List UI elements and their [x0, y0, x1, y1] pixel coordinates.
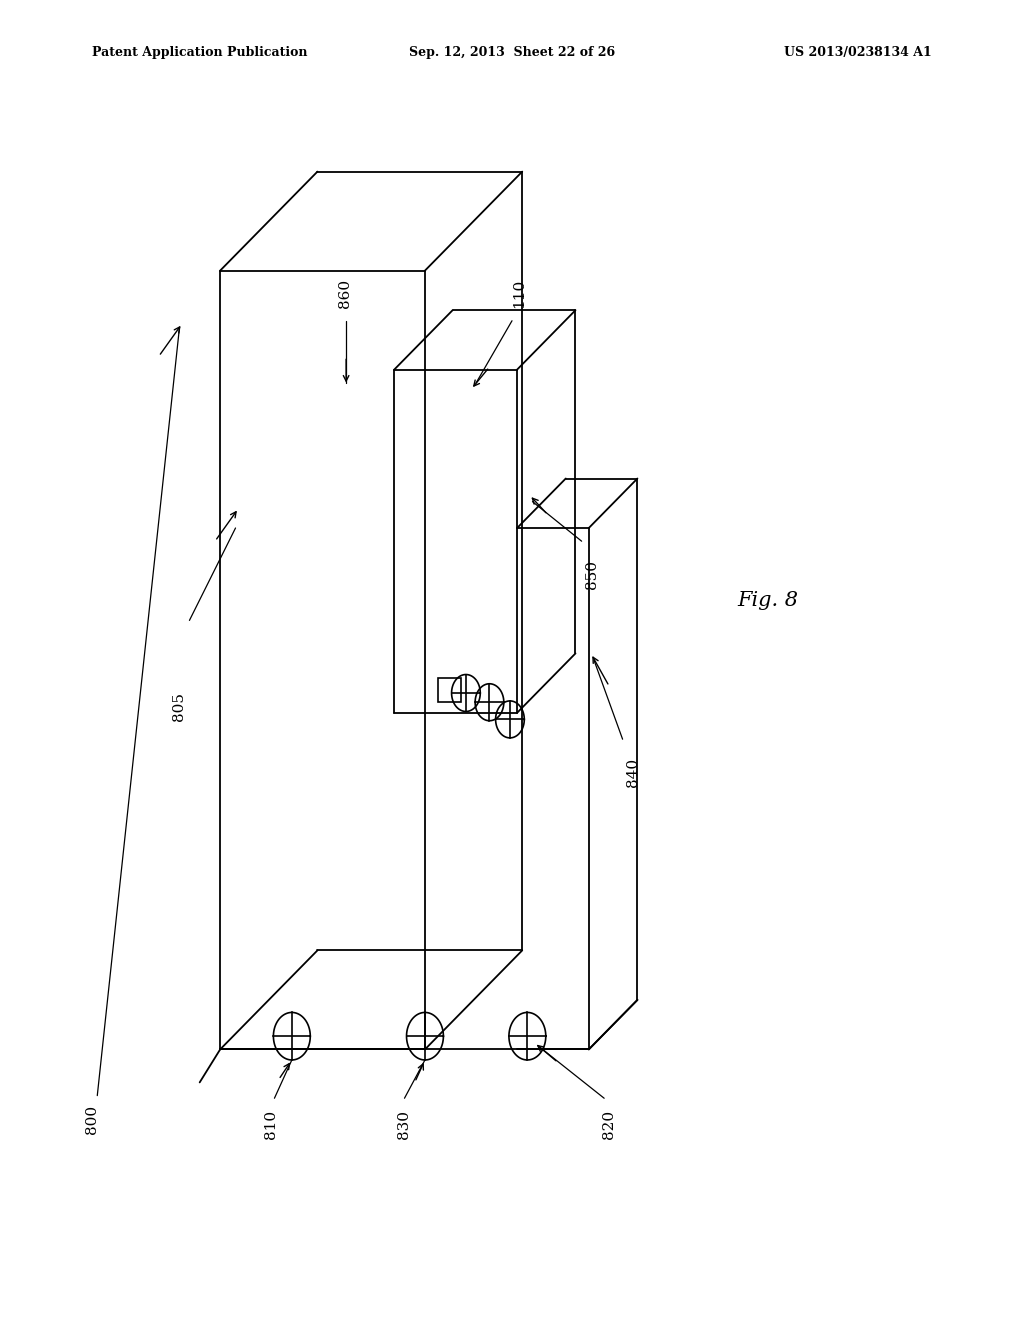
- Bar: [438, 678, 461, 702]
- Text: 110: 110: [512, 279, 526, 308]
- Text: Patent Application Publication: Patent Application Publication: [92, 46, 307, 59]
- Text: 820: 820: [602, 1110, 616, 1139]
- Text: 810: 810: [264, 1110, 279, 1139]
- Text: 830: 830: [397, 1110, 412, 1139]
- Text: 840: 840: [626, 758, 640, 787]
- Text: 805: 805: [172, 692, 186, 721]
- Text: 860: 860: [338, 279, 352, 308]
- Text: US 2013/0238134 A1: US 2013/0238134 A1: [784, 46, 932, 59]
- Text: 800: 800: [85, 1105, 99, 1134]
- Text: Sep. 12, 2013  Sheet 22 of 26: Sep. 12, 2013 Sheet 22 of 26: [409, 46, 615, 59]
- Text: Fig. 8: Fig. 8: [737, 591, 799, 610]
- Text: 850: 850: [585, 560, 599, 589]
